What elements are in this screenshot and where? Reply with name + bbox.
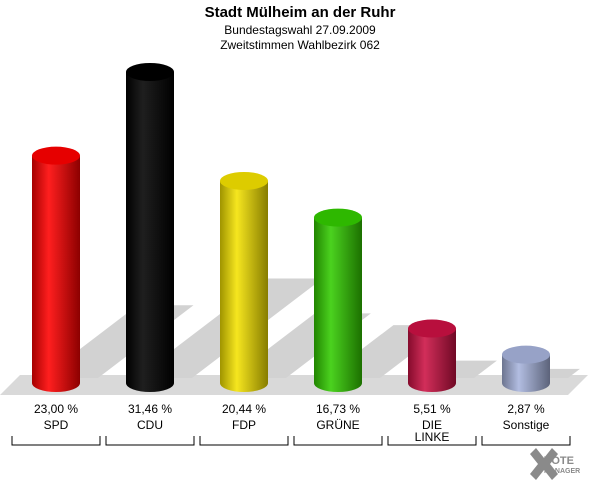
bar-cap [502,345,550,364]
category-bracket [11,436,101,446]
bar [314,217,362,392]
category-label: GRÜNE [316,418,359,432]
vote-manager-logo: VOTE MANAGER [530,448,580,480]
chart-subtitle-election: Bundestagswahl 27.09.2009 [224,23,376,37]
bar [408,328,456,392]
value-label: 5,51 % [413,402,451,416]
logo-text-manager: MANAGER [544,468,580,475]
bar [32,155,80,392]
value-label: 16,73 % [316,402,360,416]
value-label: 20,44 % [222,402,266,416]
category-label: Sonstige [503,418,550,432]
bar-cap [32,146,80,165]
category-bracket [199,436,289,446]
bar-cap [314,208,362,227]
bar [220,180,268,392]
category-label: DIE [422,418,442,432]
value-label: 2,87 % [507,402,545,416]
bar [126,72,174,392]
value-label: 31,46 % [128,402,172,416]
category-label: CDU [137,418,163,432]
logo-text-vote: VOTE [544,455,574,467]
chart-title: Stadt Mülheim an der Ruhr [204,4,396,21]
category-label: SPD [44,418,69,432]
category-bracket [293,436,383,446]
bar [502,354,550,392]
value-label: 23,00 % [34,402,78,416]
logo-icon [530,448,558,480]
category-label: LINKE [415,430,450,444]
category-label: FDP [232,418,256,432]
bar-cap [408,319,456,338]
chart-subtitle-district: Zweitstimmen Wahlbezirk 062 [220,38,380,52]
category-bracket [105,436,195,446]
bar-cap [220,171,268,190]
category-bracket [387,436,477,446]
category-bracket [481,436,571,446]
bar-cap [126,63,174,81]
